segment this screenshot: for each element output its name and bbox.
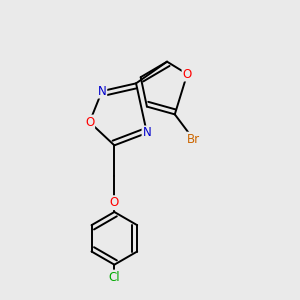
- Text: Br: Br: [187, 133, 200, 146]
- Text: N: N: [98, 85, 106, 98]
- Text: N: N: [142, 127, 151, 140]
- Text: O: O: [85, 116, 94, 129]
- Text: O: O: [110, 196, 119, 209]
- Text: O: O: [183, 68, 192, 81]
- Text: Cl: Cl: [109, 271, 120, 284]
